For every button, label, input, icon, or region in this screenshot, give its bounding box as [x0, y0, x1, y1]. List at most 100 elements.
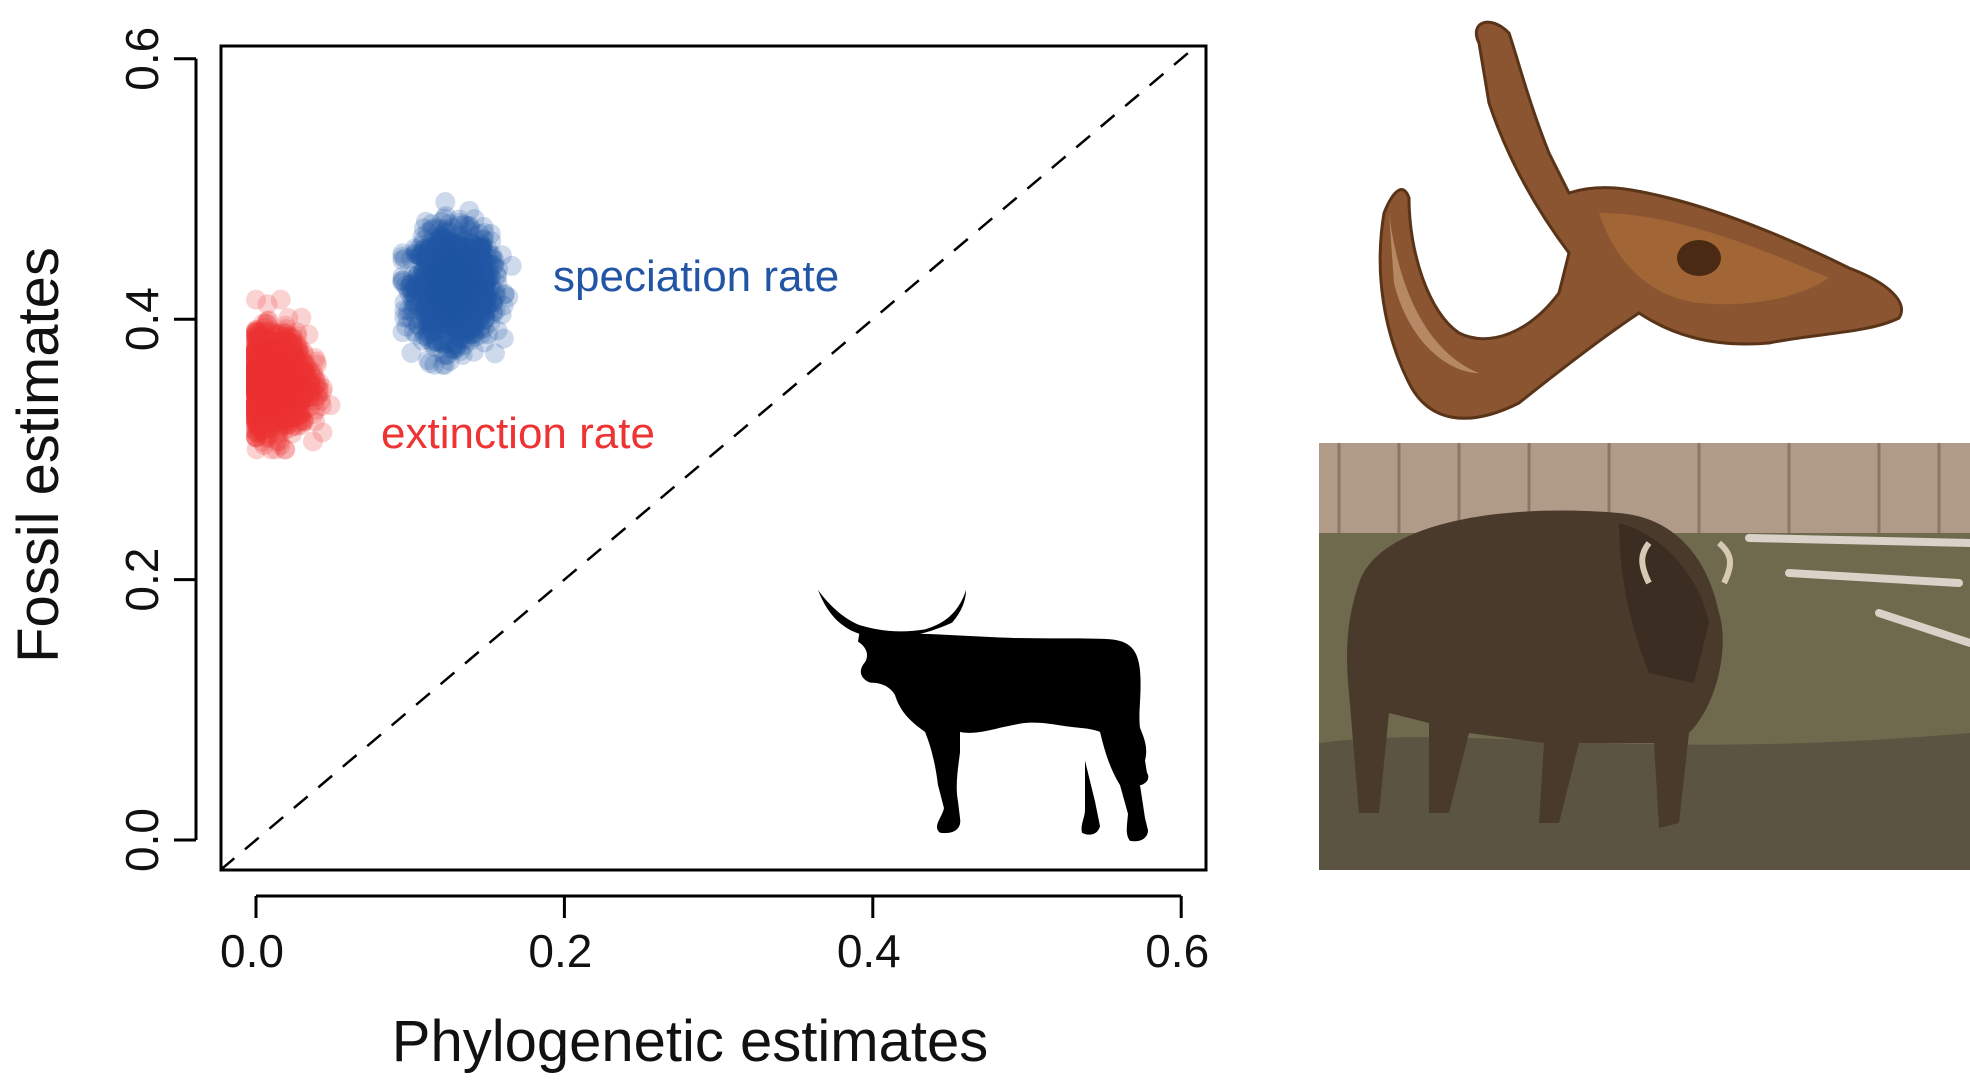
- series-label-extinction: extinction rate: [381, 409, 655, 458]
- data-point: [467, 264, 488, 285]
- data-point: [441, 272, 462, 293]
- data-point: [418, 270, 439, 291]
- data-point: [446, 265, 467, 286]
- data-point: [445, 281, 466, 302]
- data-point: [455, 259, 476, 280]
- data-point: [456, 329, 477, 350]
- data-point: [428, 293, 449, 314]
- data-point: [440, 309, 461, 330]
- data-point: [429, 256, 450, 277]
- identity-line: [221, 46, 1199, 870]
- data-point: [420, 311, 441, 332]
- data-point: [464, 252, 485, 273]
- data-point: [464, 271, 485, 292]
- data-point: [441, 267, 462, 288]
- data-point: [452, 313, 473, 334]
- data-point: [460, 299, 481, 320]
- data-point: [258, 362, 279, 383]
- data-point: [431, 248, 452, 269]
- data-point: [427, 236, 448, 257]
- data-point: [448, 283, 469, 304]
- data-point: [474, 265, 495, 286]
- data-point: [458, 294, 479, 315]
- data-point: [466, 284, 487, 305]
- data-point: [473, 269, 494, 290]
- data-point: [406, 243, 427, 264]
- data-point: [394, 248, 415, 269]
- data-point: [464, 279, 485, 300]
- data-point: [425, 238, 446, 259]
- data-point: [430, 281, 451, 302]
- data-point: [433, 277, 454, 298]
- data-point: [451, 279, 472, 300]
- data-point: [470, 285, 491, 306]
- data-point: [463, 313, 484, 334]
- data-point: [431, 278, 452, 299]
- data-point: [472, 255, 493, 276]
- data-point: [413, 218, 434, 239]
- data-point: [446, 315, 467, 336]
- data-point: [447, 287, 468, 308]
- data-point: [436, 287, 457, 308]
- data-point: [448, 215, 469, 236]
- data-point: [412, 261, 433, 282]
- data-point: [482, 292, 503, 313]
- bison-skull-image: [1378, 20, 1903, 420]
- data-point: [448, 292, 469, 313]
- data-point: [444, 289, 465, 310]
- data-point: [446, 249, 467, 270]
- data-point: [435, 286, 456, 307]
- data-point: [436, 313, 457, 334]
- data-point: [455, 288, 476, 309]
- data-point: [436, 301, 457, 322]
- data-point: [438, 281, 459, 302]
- data-point: [454, 256, 475, 277]
- data-point: [448, 252, 469, 273]
- data-point: [442, 272, 463, 293]
- data-point: [435, 260, 456, 281]
- data-point: [427, 274, 448, 295]
- data-point: [448, 257, 469, 278]
- data-point: [392, 246, 413, 267]
- data-point: [460, 261, 481, 282]
- y-tick-label: 0.6: [116, 27, 168, 91]
- data-point: [451, 264, 472, 285]
- data-point: [302, 431, 323, 452]
- data-point: [432, 332, 453, 353]
- data-point: [442, 261, 463, 282]
- data-point: [458, 316, 479, 337]
- data-point: [450, 280, 471, 301]
- data-point: [447, 256, 468, 277]
- data-point: [440, 231, 461, 252]
- data-point: [431, 257, 452, 278]
- data-point: [445, 263, 466, 284]
- data-point: [414, 302, 435, 323]
- data-point: [460, 319, 481, 340]
- data-point: [447, 292, 468, 313]
- data-point: [438, 305, 459, 326]
- data-point: [441, 251, 462, 272]
- data-point: [427, 298, 448, 319]
- data-point: [468, 242, 489, 263]
- data-point: [447, 278, 468, 299]
- data-point: [449, 300, 470, 321]
- data-point: [457, 269, 478, 290]
- data-point: [435, 275, 456, 296]
- data-point: [440, 248, 461, 269]
- data-point: [425, 251, 446, 272]
- data-point: [447, 242, 468, 263]
- data-point: [441, 262, 462, 283]
- data-point: [470, 252, 491, 273]
- data-point: [454, 295, 475, 316]
- data-point: [452, 249, 473, 270]
- data-point: [461, 233, 482, 254]
- data-point: [454, 250, 475, 271]
- data-point: [467, 312, 488, 333]
- data-point: [434, 267, 455, 288]
- data-point: [435, 249, 456, 270]
- data-point: [444, 274, 465, 295]
- x-axis-title: Phylogenetic estimates: [392, 1009, 988, 1074]
- data-point: [439, 308, 460, 329]
- data-point: [416, 325, 437, 346]
- data-point: [439, 320, 460, 341]
